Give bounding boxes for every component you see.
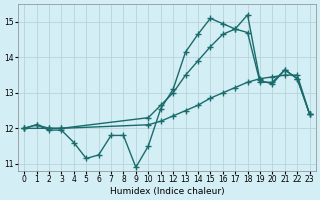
X-axis label: Humidex (Indice chaleur): Humidex (Indice chaleur) <box>109 187 224 196</box>
